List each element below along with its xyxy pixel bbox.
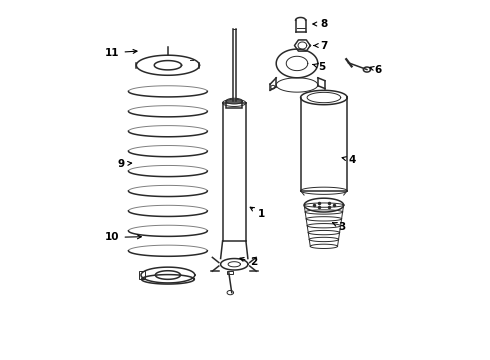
Text: 11: 11 (105, 48, 137, 58)
FancyBboxPatch shape (139, 271, 145, 279)
Text: 2: 2 (240, 257, 258, 267)
Text: 3: 3 (333, 222, 345, 231)
Text: 5: 5 (313, 62, 326, 72)
Text: 4: 4 (342, 155, 356, 165)
Text: 10: 10 (105, 232, 141, 242)
FancyBboxPatch shape (227, 271, 233, 274)
Text: 9: 9 (118, 159, 132, 169)
Text: 8: 8 (313, 19, 327, 29)
FancyBboxPatch shape (226, 101, 243, 108)
Text: 1: 1 (250, 207, 265, 219)
Text: 6: 6 (370, 64, 381, 75)
Text: 7: 7 (314, 41, 328, 50)
